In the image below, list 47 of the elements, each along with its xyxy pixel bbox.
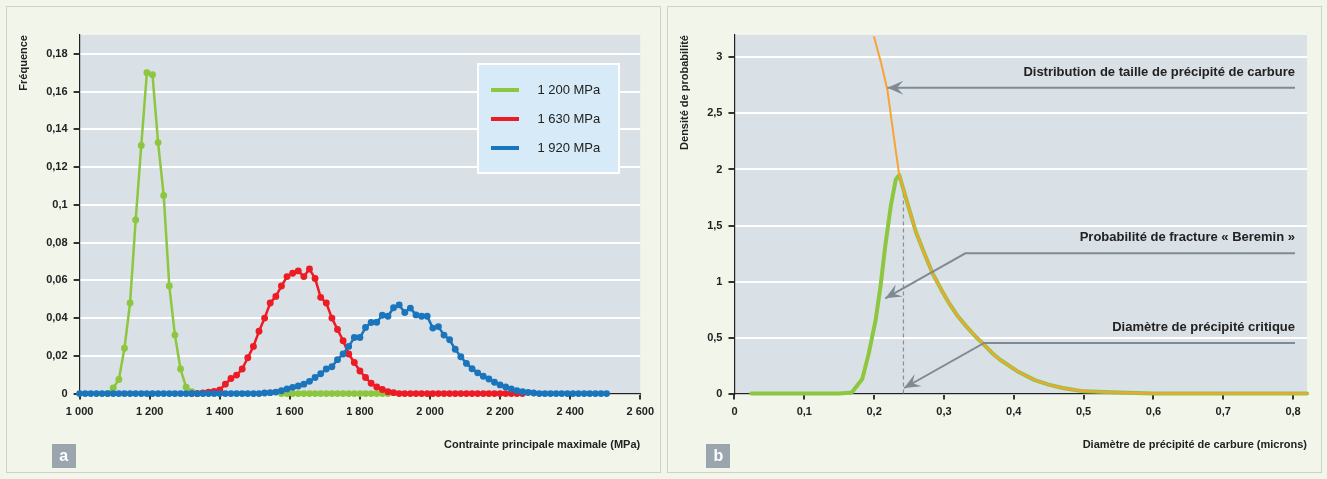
x-tick-label: 2 600 [626, 405, 654, 418]
x-tick-label: 0,3 [936, 405, 952, 418]
y-tick-label: 3 [716, 50, 723, 63]
y-tick-label: 0,14 [46, 122, 69, 135]
y-tick-label: 0 [716, 386, 723, 399]
x-axis-title: Contrainte principale maximale (MPa) [444, 438, 641, 451]
legend-label: 1 630 MPa [537, 111, 601, 126]
y-tick-label: 2 [716, 162, 723, 175]
x-tick-label: 0,4 [1006, 405, 1023, 418]
y-tick-label: 0,5 [707, 330, 723, 343]
y-tick-label: 0,12 [46, 160, 68, 173]
legend-label: 1 920 MPa [537, 140, 601, 155]
annotation: Probabilité de fracture « Beremin » [1079, 229, 1295, 245]
legend-label: 1 200 MPa [537, 82, 601, 97]
x-tick-label: 1 000 [65, 405, 94, 418]
x-tick-label: 2 000 [416, 405, 444, 418]
x-tick-label: 1 800 [346, 405, 374, 418]
y-tick-label: 0,16 [46, 84, 68, 97]
x-tick-label: 2 200 [486, 405, 514, 418]
annotation: Distribution de taille de précipité de carbure [1023, 63, 1295, 79]
y-tick-label: 0,04 [46, 311, 69, 324]
x-tick-label: 0 [731, 405, 738, 418]
x-axis-title: Diamètre de précipité de carbure (microns) [1082, 438, 1308, 451]
y-tick-label: 1,5 [707, 218, 723, 231]
x-tick-label: 2 400 [556, 405, 584, 418]
x-tick-label: 1 600 [276, 405, 304, 418]
text: a [51, 444, 76, 468]
annotation: Diamètre de précipité critique [1112, 319, 1295, 334]
y-axis-title: Fréquence [16, 35, 29, 91]
x-tick-label: 0,8 [1285, 405, 1301, 418]
x-tick-label: 0,7 [1215, 405, 1231, 418]
y-tick-label: 0 [61, 386, 68, 399]
y-tick-label: 0,08 [46, 235, 68, 248]
y-tick-label: 0,02 [46, 348, 68, 361]
x-tick-label: 0,5 [1075, 405, 1092, 418]
y-tick-label: 1 [716, 274, 723, 287]
x-tick-label: 1 400 [206, 405, 234, 418]
y-axis-title: Densité de probabilité [677, 35, 690, 150]
y-tick-label: 0,1 [52, 197, 68, 210]
x-tick-label: 1 200 [135, 405, 164, 418]
y-tick-label: 0,18 [46, 46, 68, 59]
x-tick-label: 0,2 [866, 405, 882, 418]
text: b [706, 444, 731, 468]
y-tick-label: 2,5 [707, 106, 723, 119]
x-tick-label: 0,1 [796, 405, 812, 418]
y-tick-label: 0,06 [46, 273, 68, 286]
x-tick-label: 0,6 [1145, 405, 1162, 418]
